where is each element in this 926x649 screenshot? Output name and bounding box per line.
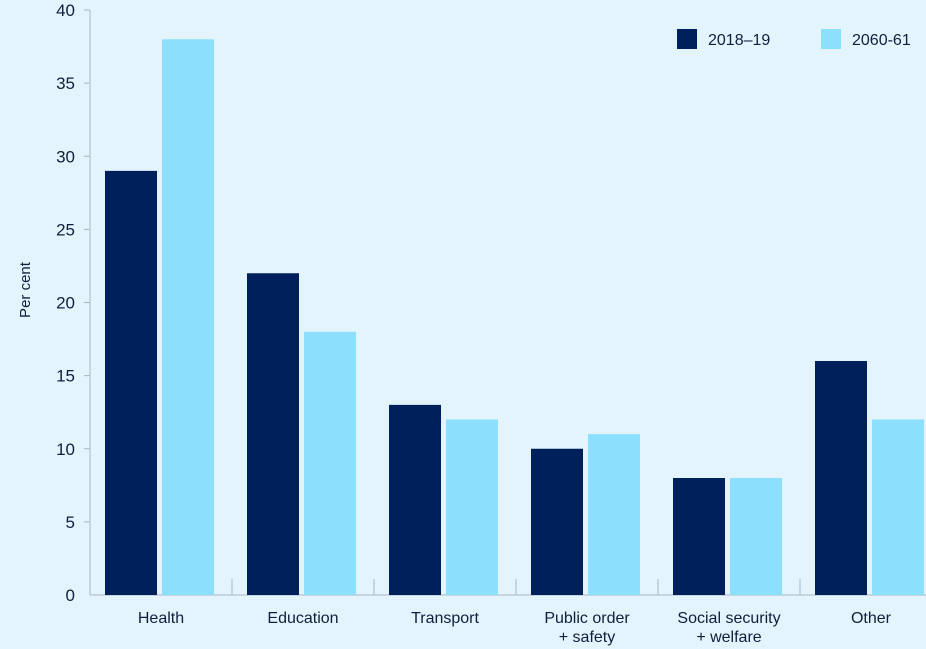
y-tick-label: 40 [56,1,75,20]
bar-series2 [872,419,924,595]
bar-series1 [531,448,583,595]
legend: 2018–19 2060-61 [677,29,911,49]
x-category-label: Social security + welfare [677,610,780,646]
bar-series2 [446,419,498,595]
y-tick-label: 20 [56,294,75,313]
x-axis: Health Education Transport Public order + sa… [90,579,926,646]
y-tick-label: 35 [56,74,75,93]
bar-series2 [588,434,640,595]
bar-series2 [162,39,214,595]
legend-swatch [821,29,841,49]
bar-series1 [389,404,441,595]
x-category-label: Health [138,610,184,627]
y-tick-label: 0 [66,586,75,605]
y-tick-label: 5 [66,513,75,532]
x-category-label: Education [267,610,338,627]
bar-series1 [247,273,299,595]
bar-series1 [815,361,867,595]
y-axis: 0 5 10 15 20 25 30 35 40 [56,1,91,605]
bar-series2 [730,478,782,595]
bar-series2 [304,331,356,595]
legend-swatch [677,29,697,49]
y-axis-title: Per cent [17,261,34,318]
legend-label: 2060-61 [852,32,911,49]
y-tick-label: 25 [56,220,75,239]
x-category-label: Transport [411,610,479,627]
bar-series1 [105,170,157,595]
y-tick-label: 10 [56,440,75,459]
x-category-label: Other [851,610,892,627]
legend-label: 2018–19 [708,32,770,49]
bars [105,39,924,595]
y-tick-label: 30 [56,147,75,166]
x-category-label: Public order + safety [544,610,630,646]
y-tick-label: 15 [56,367,75,386]
bar-series1 [673,478,725,595]
